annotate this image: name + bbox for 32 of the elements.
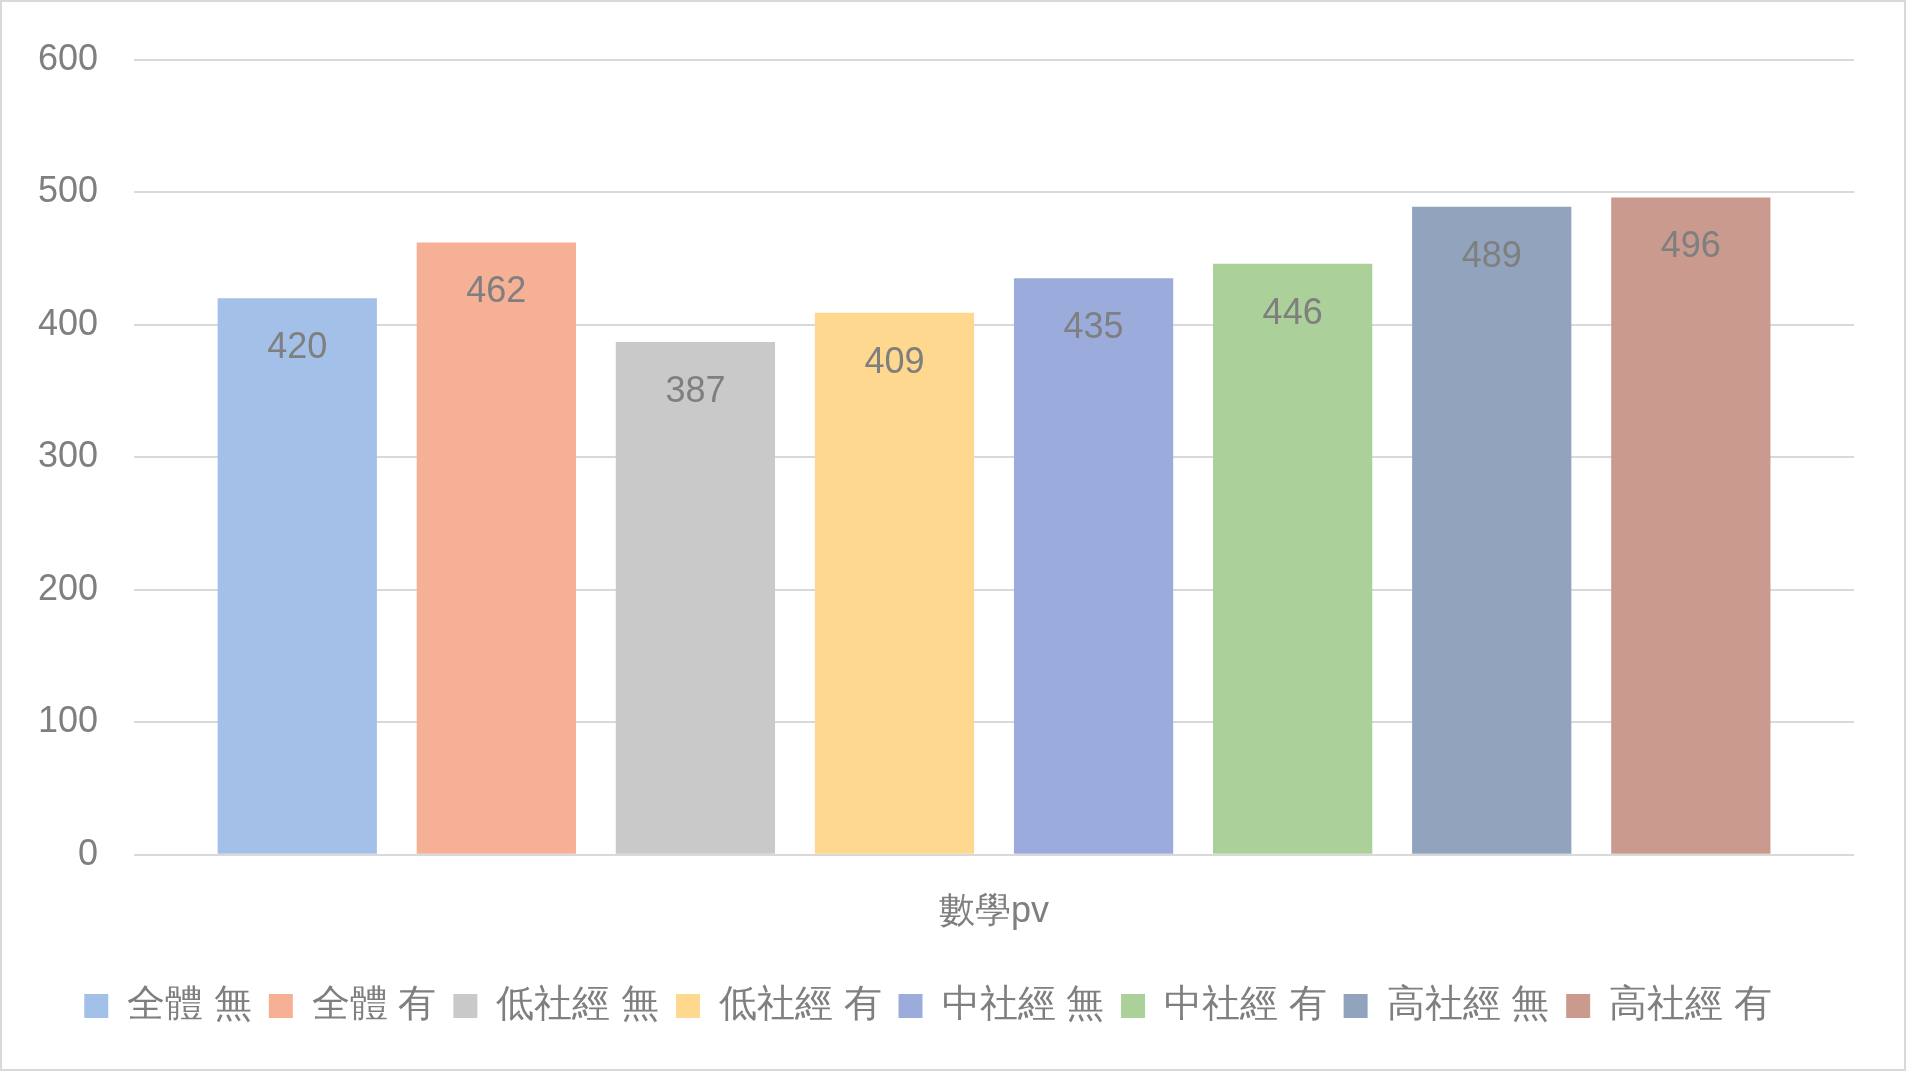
data-label: 409 [864,339,925,381]
y-tick-label: 100 [37,699,99,741]
y-tick-label: 400 [37,301,99,343]
y-tick-label: 500 [37,169,99,211]
y-tick-label: 200 [37,566,99,608]
y-tick-label: 0 [78,831,99,873]
data-label: 496 [1660,224,1721,266]
data-label: 435 [1063,305,1124,347]
legend-label: 中社經 無 [941,982,1105,1025]
legend-label: 低社經 有 [718,982,882,1025]
bar [1611,197,1771,854]
legend-label: 全體 無 [127,982,252,1025]
legend-label: 中社經 有 [1164,982,1327,1025]
y-tick-label: 600 [37,36,99,78]
bar [1013,278,1174,854]
x-tick-label: 數學pv [939,889,1050,931]
y-tick-label: 300 [37,434,99,476]
data-label: 462 [466,269,527,311]
bar [1213,263,1373,854]
bar [615,341,776,854]
bar [814,312,975,854]
bar [1412,206,1572,854]
data-label: 420 [267,325,328,367]
data-label: 387 [665,368,726,410]
legend-label: 全體 有 [311,982,437,1025]
legend-label: 高社經 無 [1386,982,1550,1025]
legend-label: 低社經 無 [496,982,659,1025]
bar [217,298,377,854]
data-label: 489 [1461,233,1522,275]
bar [416,242,576,854]
data-label: 446 [1262,290,1323,332]
legend-label: 高社經 有 [1609,982,1772,1025]
